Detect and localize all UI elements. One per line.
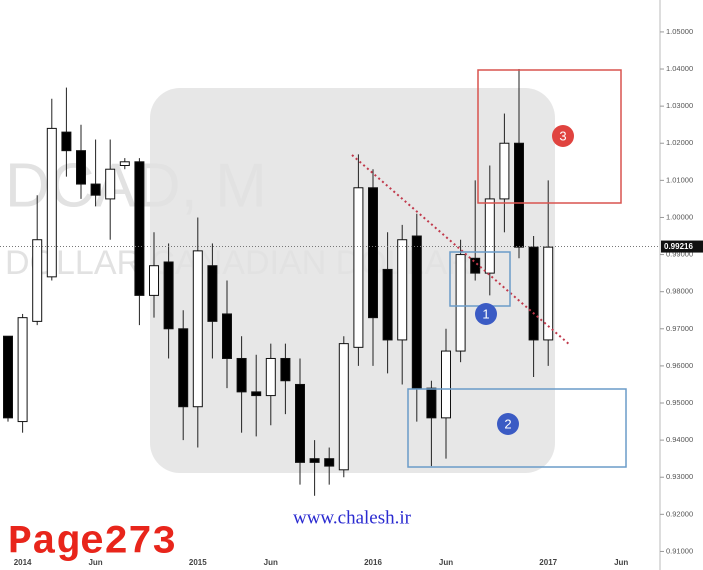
y-tick-label: 0.94000 xyxy=(666,435,693,444)
page-label: Page273 xyxy=(8,521,176,566)
y-tick-label: 1.01000 xyxy=(666,175,693,184)
candle-body xyxy=(485,199,494,273)
y-tick-label: 1.00000 xyxy=(666,212,693,221)
candle-body xyxy=(266,358,275,395)
y-tick-label: 0.93000 xyxy=(666,472,693,481)
candle-body xyxy=(456,255,465,351)
x-tick-label: 2017 xyxy=(539,558,557,567)
y-tick-label: 1.04000 xyxy=(666,64,693,73)
candle-body xyxy=(4,336,13,418)
candle-body xyxy=(339,344,348,470)
x-tick-label: Jun xyxy=(614,558,628,567)
candle-body xyxy=(354,188,363,348)
candle-body xyxy=(427,388,436,418)
candle-body xyxy=(310,459,319,463)
candle-body xyxy=(383,269,392,340)
candle-body xyxy=(193,251,202,407)
candle-body xyxy=(398,240,407,340)
candle-body xyxy=(281,358,290,380)
candle-body xyxy=(135,162,144,296)
last-price-label: 0.99216 xyxy=(664,242,693,251)
y-tick-label: 0.92000 xyxy=(666,509,693,518)
marker-label: 2 xyxy=(504,416,511,431)
candle-body xyxy=(500,143,509,199)
candle-body xyxy=(296,384,305,462)
candle-body xyxy=(325,459,334,466)
candle-body xyxy=(47,128,56,276)
candle-body xyxy=(62,132,71,151)
candle-body xyxy=(106,169,115,199)
candle-body xyxy=(77,151,86,184)
y-tick-label: 0.97000 xyxy=(666,324,693,333)
candle-body xyxy=(18,318,27,422)
y-tick-label: 0.96000 xyxy=(666,361,693,370)
site-url: www.chalesh.ir xyxy=(293,507,412,528)
x-tick-label: Jun xyxy=(439,558,453,567)
y-tick-label: 0.95000 xyxy=(666,398,693,407)
candle-body xyxy=(208,266,217,322)
x-tick-label: Jun xyxy=(264,558,278,567)
candle-body xyxy=(369,188,378,318)
candle-body xyxy=(412,236,421,388)
candle-body xyxy=(164,262,173,329)
candle-body xyxy=(91,184,100,195)
candle-body xyxy=(33,240,42,322)
x-tick-label: 2016 xyxy=(364,558,382,567)
y-tick-label: 1.05000 xyxy=(666,27,693,36)
y-tick-label: 0.98000 xyxy=(666,287,693,296)
candle-body xyxy=(515,143,524,247)
candle-body xyxy=(252,392,261,396)
marker-label: 3 xyxy=(559,128,566,143)
candle-body xyxy=(223,314,232,359)
candle-body xyxy=(179,329,188,407)
marker-label: 1 xyxy=(482,306,489,321)
candle-body xyxy=(529,247,538,340)
chart: DCAD, M DOLLAR CANADIAN DOLLAR 0.910000.… xyxy=(0,0,703,570)
candle-body xyxy=(442,351,451,418)
candle-body xyxy=(120,162,129,166)
candle-body xyxy=(150,266,159,296)
candle-body xyxy=(471,258,480,273)
x-tick-label: 2015 xyxy=(189,558,207,567)
y-tick-label: 1.03000 xyxy=(666,101,693,110)
y-tick-label: 1.02000 xyxy=(666,138,693,147)
candle-body xyxy=(237,358,246,391)
y-tick-label: 0.91000 xyxy=(666,546,693,555)
